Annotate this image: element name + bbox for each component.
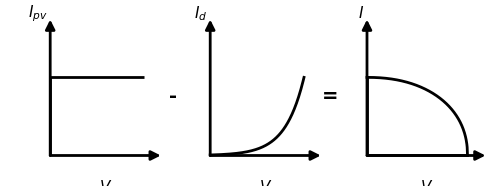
Text: $V$: $V$: [420, 179, 433, 186]
Text: $V$: $V$: [99, 179, 112, 186]
Text: $I$: $I$: [358, 5, 364, 21]
Text: -: -: [168, 87, 176, 106]
Text: $I_{pv}$: $I_{pv}$: [28, 3, 48, 24]
Text: =: =: [322, 87, 338, 106]
Text: $V$: $V$: [259, 179, 272, 186]
Text: $I_d$: $I_d$: [194, 4, 207, 23]
